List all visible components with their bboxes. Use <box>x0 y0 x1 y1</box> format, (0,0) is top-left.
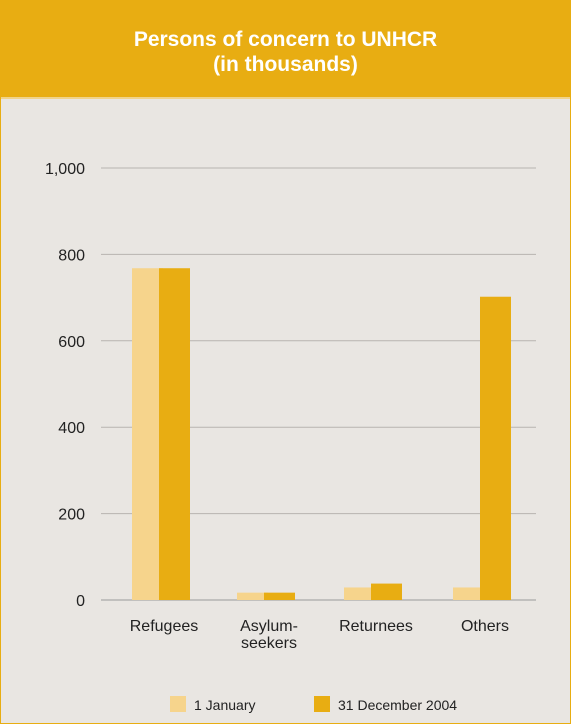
x-tick-label: seekers <box>241 635 297 652</box>
bar-dec-2 <box>371 583 402 600</box>
y-tick-label: 200 <box>58 507 85 524</box>
y-tick-label: 1,000 <box>45 161 85 178</box>
bar-jan-1 <box>237 592 268 600</box>
y-tick-label: 800 <box>58 247 85 264</box>
x-tick-label: Refugees <box>130 618 199 635</box>
y-tick-label: 400 <box>58 420 85 437</box>
y-tick-label: 0 <box>76 593 85 610</box>
bar-jan-2 <box>344 587 375 600</box>
bar-jan-0 <box>132 268 163 600</box>
title-line-2: (in thousands) <box>213 53 358 76</box>
legend-swatch <box>314 696 330 712</box>
bar-dec-3 <box>480 296 511 600</box>
y-tick-label: 600 <box>58 334 85 351</box>
bar-dec-1 <box>264 592 295 600</box>
chart-header: Persons of concern to UNHCR (in thousand… <box>1 1 570 99</box>
title-line-1: Persons of concern to UNHCR <box>133 28 438 51</box>
legend-swatch <box>170 696 186 712</box>
x-tick-label: Others <box>461 618 509 635</box>
bar-jan-3 <box>453 587 484 600</box>
chart-title: Persons of concern to UNHCR (in thousand… <box>1 27 570 77</box>
legend-label: 1 January <box>194 697 255 713</box>
x-tick-label: Asylum- <box>240 618 298 635</box>
x-tick-label: Returnees <box>339 618 413 635</box>
legend-label: 31 December 2004 <box>338 697 457 713</box>
bar-dec-0 <box>159 268 190 600</box>
